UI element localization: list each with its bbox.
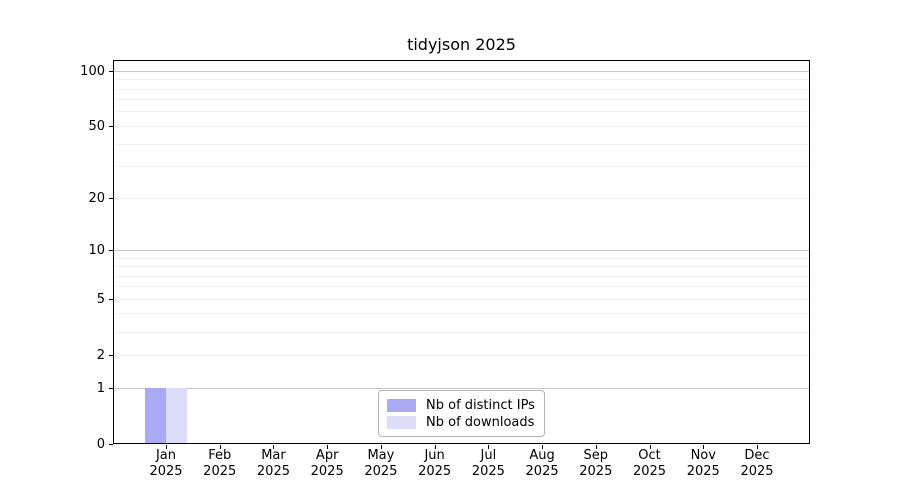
minor-gridline xyxy=(114,111,810,113)
x-tick-mark xyxy=(327,445,329,449)
major-gridline xyxy=(114,70,810,72)
y-tick-label: 10 xyxy=(88,242,105,258)
x-tick-mark xyxy=(488,445,490,449)
x-tick-mark xyxy=(434,445,436,449)
x-tick-mark xyxy=(219,445,221,449)
x-tick-label: May 2025 xyxy=(364,448,398,479)
minor-gridline xyxy=(114,313,810,315)
y-tick-label: 0 xyxy=(96,436,105,452)
legend-swatch xyxy=(387,398,416,412)
y-tick-mark xyxy=(109,387,113,389)
x-tick-label: Nov 2025 xyxy=(686,448,720,479)
major-gridline xyxy=(114,249,810,251)
x-tick-mark xyxy=(595,445,597,449)
minor-gridline xyxy=(114,275,810,277)
x-tick-label: Feb 2025 xyxy=(203,448,237,479)
major-gridline xyxy=(114,387,810,389)
legend-swatch xyxy=(387,415,416,429)
chart-title: tidyjson 2025 xyxy=(407,35,516,54)
minor-gridline xyxy=(114,331,810,333)
minor-gridline xyxy=(114,99,810,101)
x-tick-label: Apr 2025 xyxy=(310,448,344,479)
bar-nb-of-downloads xyxy=(166,388,187,444)
minor-gridline xyxy=(114,197,810,199)
y-tick-label: 1 xyxy=(96,380,105,396)
x-tick-mark xyxy=(166,445,167,449)
y-tick-mark xyxy=(109,125,113,127)
x-tick-label: Oct 2025 xyxy=(632,448,667,479)
y-tick-mark xyxy=(109,443,113,445)
legend-entry: Nb of distinct IPs xyxy=(387,397,535,413)
legend: Nb of distinct IPs Nb of downloads xyxy=(378,390,545,437)
x-tick-label: Sep 2025 xyxy=(579,448,613,479)
minor-gridline xyxy=(114,286,810,288)
y-tick-label: 50 xyxy=(88,118,105,134)
legend-label: Nb of downloads xyxy=(426,414,535,430)
y-tick-label: 20 xyxy=(88,190,105,206)
y-tick-mark xyxy=(109,197,113,199)
minor-gridline xyxy=(114,266,810,267)
plot-frame xyxy=(113,60,810,444)
minor-gridline xyxy=(114,257,810,259)
y-tick-label: 5 xyxy=(96,291,105,307)
x-tick-mark xyxy=(273,445,275,449)
minor-gridline xyxy=(114,79,810,81)
x-tick-label: Jan 2025 xyxy=(149,448,183,479)
x-tick-label: Dec 2025 xyxy=(740,448,774,479)
x-tick-mark xyxy=(757,445,758,449)
y-tick-label: 2 xyxy=(96,347,105,363)
minor-gridline xyxy=(114,88,810,90)
x-tick-label: Jul 2025 xyxy=(471,448,505,479)
minor-gridline xyxy=(114,125,810,127)
minor-gridline xyxy=(114,354,810,356)
minor-gridline xyxy=(114,298,810,300)
x-tick-label: Mar 2025 xyxy=(256,448,290,479)
x-tick-mark xyxy=(380,445,382,449)
y-tick-label: 100 xyxy=(80,63,105,79)
y-tick-mark xyxy=(109,354,113,356)
x-tick-mark xyxy=(703,445,705,449)
x-tick-mark xyxy=(542,445,544,449)
x-tick-mark xyxy=(649,445,651,449)
legend-label: Nb of distinct IPs xyxy=(426,397,535,413)
x-tick-label: Aug 2025 xyxy=(525,448,559,479)
y-tick-mark xyxy=(109,70,113,72)
y-tick-mark xyxy=(109,249,113,251)
legend-entry: Nb of downloads xyxy=(387,414,535,430)
y-tick-mark xyxy=(109,298,113,300)
minor-gridline xyxy=(114,166,810,168)
x-tick-label: Jun 2025 xyxy=(418,448,452,479)
bar-nb-of-distinct-ips xyxy=(145,388,166,444)
minor-gridline xyxy=(114,143,810,145)
